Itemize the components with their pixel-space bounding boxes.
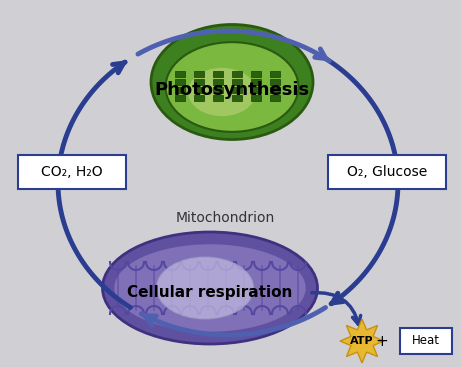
Bar xyxy=(251,79,261,85)
Text: Mitochondrion: Mitochondrion xyxy=(175,211,275,225)
Bar xyxy=(194,79,204,85)
Bar xyxy=(175,71,185,77)
Text: +: + xyxy=(376,334,388,349)
Bar xyxy=(194,95,204,101)
Bar xyxy=(270,87,280,93)
Bar xyxy=(213,71,223,77)
Bar xyxy=(213,87,223,93)
FancyBboxPatch shape xyxy=(400,328,452,354)
Bar xyxy=(251,95,261,101)
Bar xyxy=(175,79,185,85)
Bar xyxy=(251,71,261,77)
Bar xyxy=(194,71,204,77)
Ellipse shape xyxy=(157,257,254,319)
Ellipse shape xyxy=(165,42,298,132)
Bar xyxy=(232,79,242,85)
Bar xyxy=(270,79,280,85)
Bar xyxy=(270,71,280,77)
Bar xyxy=(213,79,223,85)
Text: O₂, Glucose: O₂, Glucose xyxy=(347,165,427,179)
Bar xyxy=(232,87,242,93)
Bar xyxy=(175,95,185,101)
FancyBboxPatch shape xyxy=(328,155,446,189)
Text: Heat: Heat xyxy=(412,334,440,348)
Ellipse shape xyxy=(188,68,256,116)
Ellipse shape xyxy=(113,243,307,333)
Text: Cellular respiration: Cellular respiration xyxy=(127,286,293,301)
Ellipse shape xyxy=(151,25,313,139)
Bar xyxy=(232,95,242,101)
Bar xyxy=(232,71,242,77)
Text: CO₂, H₂O: CO₂, H₂O xyxy=(41,165,103,179)
Bar xyxy=(251,87,261,93)
Text: Photosynthesis: Photosynthesis xyxy=(154,81,310,99)
Text: ATP: ATP xyxy=(350,336,374,346)
Ellipse shape xyxy=(102,232,318,344)
FancyBboxPatch shape xyxy=(18,155,126,189)
Bar xyxy=(194,87,204,93)
Bar xyxy=(175,87,185,93)
Bar xyxy=(213,95,223,101)
Polygon shape xyxy=(340,319,384,363)
Bar xyxy=(270,95,280,101)
